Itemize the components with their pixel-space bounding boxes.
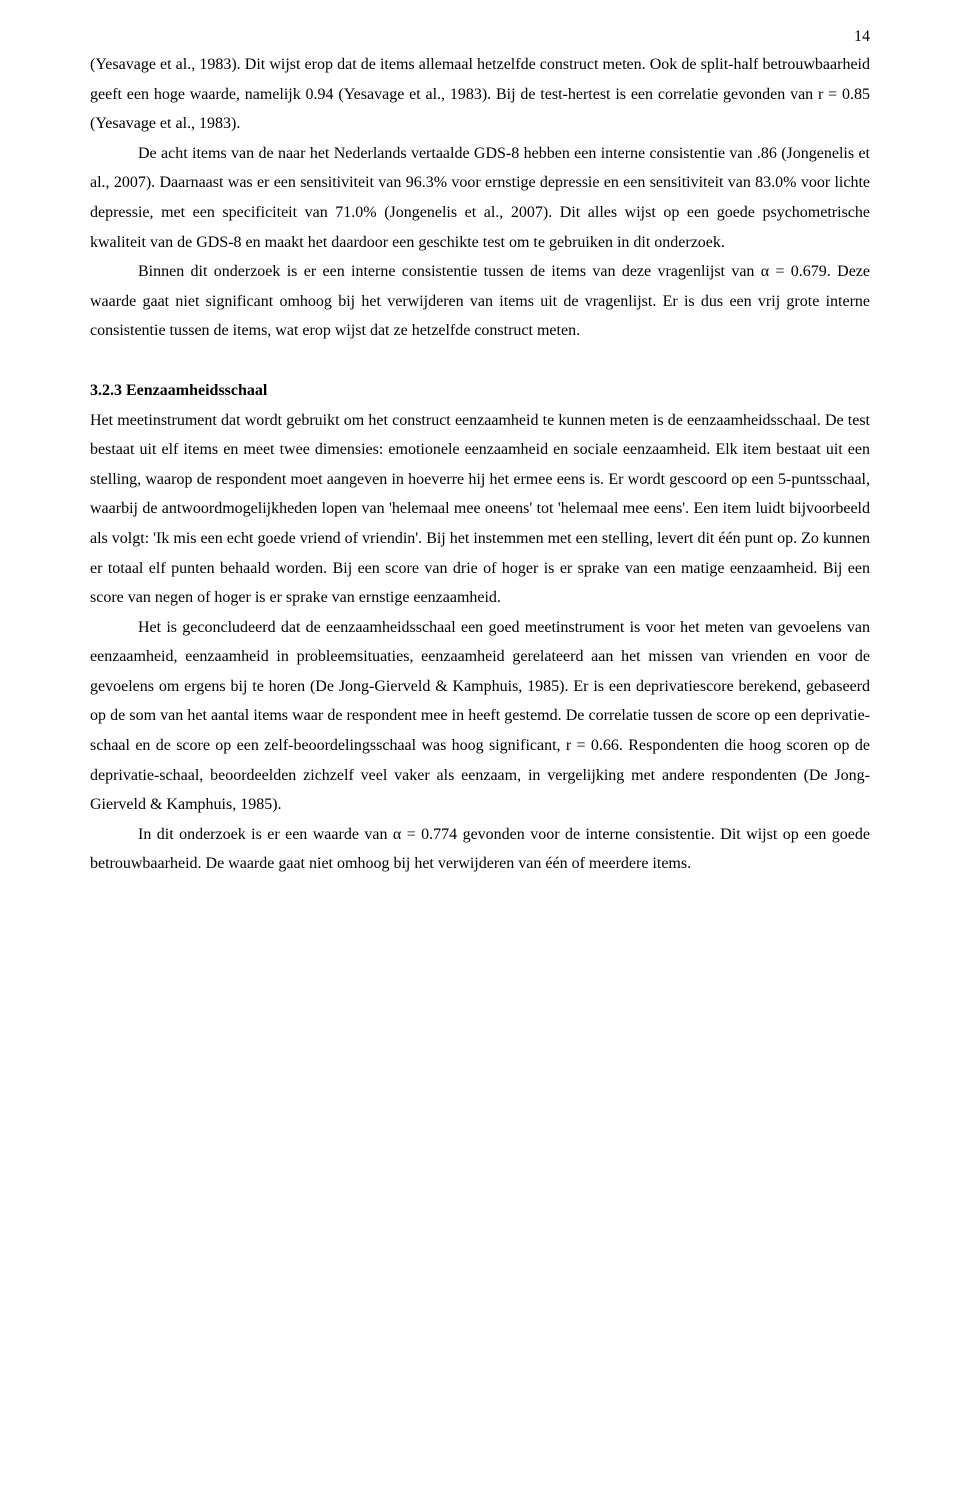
- paragraph-3: Binnen dit onderzoek is er een interne c…: [90, 257, 870, 346]
- page-number: 14: [854, 28, 870, 46]
- section-heading: 3.2.3 Eenzaamheidsschaal: [90, 376, 870, 406]
- paragraph-5: Het is geconcludeerd dat de eenzaamheids…: [90, 613, 870, 820]
- paragraph-2: De acht items van de naar het Nederlands…: [90, 139, 870, 257]
- paragraph-4: Het meetinstrument dat wordt gebruikt om…: [90, 406, 870, 613]
- document-page: 14 (Yesavage et al., 1983). Dit wijst er…: [0, 0, 960, 1496]
- paragraph-1: (Yesavage et al., 1983). Dit wijst erop …: [90, 50, 870, 139]
- paragraph-6: In dit onderzoek is er een waarde van α …: [90, 820, 870, 879]
